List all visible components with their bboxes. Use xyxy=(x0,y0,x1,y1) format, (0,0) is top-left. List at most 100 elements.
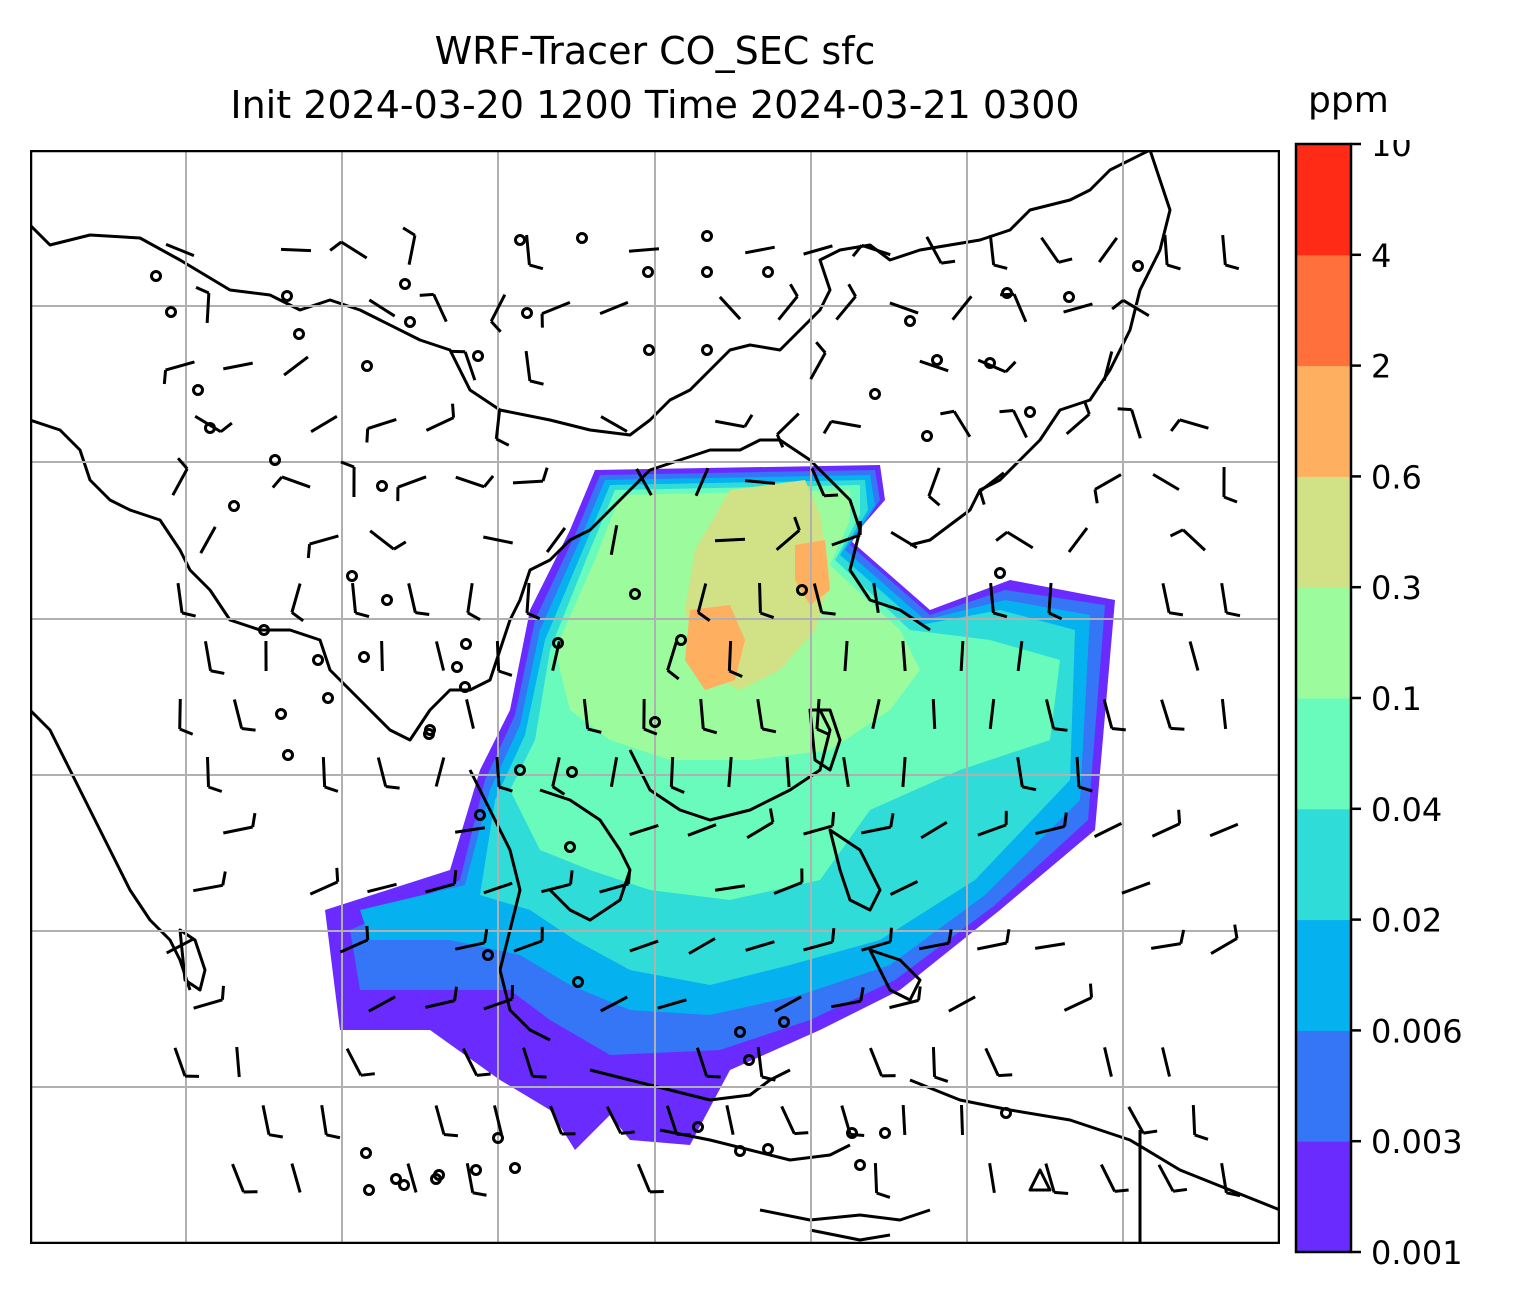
wind-barb xyxy=(665,1105,691,1137)
wind-barb xyxy=(931,1046,949,1083)
wind-barb xyxy=(176,582,196,618)
wind-barb xyxy=(466,582,481,621)
wind-barb xyxy=(1047,582,1063,621)
wind-barb xyxy=(261,1105,284,1139)
wind-barb xyxy=(727,756,733,788)
wind-barb xyxy=(235,1046,241,1078)
colorbar-unit-label: ppm xyxy=(1308,80,1389,121)
calm-wind-circle xyxy=(275,708,287,720)
colorbar-ticks: 0.001 0.003 0.006 0.02 0.04 0.1 0.3 0.6 2 4 10 xyxy=(1351,140,1463,1272)
wind-barb xyxy=(842,756,850,788)
calm-wind-circle xyxy=(514,234,526,246)
wind-barb xyxy=(918,929,953,951)
wind-barb xyxy=(545,527,567,553)
wind-barb xyxy=(1016,640,1024,672)
wind-barb xyxy=(920,820,948,840)
colorbar-tick-label: 2 xyxy=(1371,348,1391,386)
wind-barb xyxy=(525,582,541,621)
calm-wind-circle xyxy=(282,749,294,761)
calm-wind-circle xyxy=(931,354,943,366)
wind-barb xyxy=(666,641,680,681)
wind-barb xyxy=(199,526,217,554)
calm-wind-circle xyxy=(649,716,661,728)
wind-barb xyxy=(1150,929,1186,950)
calm-wind-circle xyxy=(701,266,713,278)
wind-barb xyxy=(775,412,800,448)
colorbar-bands xyxy=(1296,144,1351,1253)
calm-wind-circle xyxy=(470,1164,482,1176)
wind-barb xyxy=(1016,756,1037,792)
colorbar-tick-label: 0.3 xyxy=(1371,569,1422,607)
wind-barb xyxy=(1220,698,1228,730)
wind-barb xyxy=(522,1047,547,1079)
wind-barb xyxy=(425,403,456,432)
wind-barb xyxy=(977,928,1011,951)
wind-barb xyxy=(454,826,486,834)
wind-barb xyxy=(714,884,746,892)
wind-barb xyxy=(192,871,227,893)
wind-barb xyxy=(890,530,918,550)
wind-barb xyxy=(901,756,907,788)
wind-barb xyxy=(599,869,632,894)
colorbar: 0.001 0.003 0.006 0.02 0.04 0.1 0.3 0.6 2 4 10 xyxy=(1294,140,1463,1272)
calm-wind-circle xyxy=(150,270,162,282)
wind-barb xyxy=(1000,292,1028,323)
wind-barb xyxy=(1034,942,1066,950)
wind-barb xyxy=(483,535,513,545)
wind-barb xyxy=(812,583,836,616)
calm-wind-circle xyxy=(390,1173,402,1185)
colorbar-band xyxy=(1296,476,1351,588)
coastlines xyxy=(30,150,1280,1244)
wind-barb xyxy=(465,1162,487,1197)
wind-barb xyxy=(860,813,895,835)
wind-barb xyxy=(835,283,857,321)
wind-barb xyxy=(889,986,922,1010)
wind-barb xyxy=(1160,699,1185,731)
wind-barb xyxy=(271,475,311,489)
wind-barb xyxy=(232,699,256,732)
wind-barb xyxy=(696,583,711,622)
colorbar-band xyxy=(1296,587,1351,699)
wind-barb xyxy=(1103,1047,1113,1077)
wind-barb xyxy=(1210,924,1239,955)
wind-barb xyxy=(434,1105,459,1138)
wind-barb xyxy=(540,300,571,328)
wind-barb xyxy=(339,925,370,954)
wind-barb xyxy=(872,582,880,614)
wind-barb xyxy=(978,471,1005,505)
wind-barb xyxy=(756,1046,776,1082)
calm-wind-circle xyxy=(629,588,641,600)
wind-barb xyxy=(803,811,836,836)
calm-wind-circle xyxy=(1000,1107,1012,1119)
wind-barb xyxy=(280,247,312,253)
wind-barb xyxy=(165,937,195,955)
calm-wind-circle xyxy=(643,344,655,356)
calm-wind-circle xyxy=(363,1184,375,1196)
wind-barb xyxy=(988,1162,996,1194)
wind-barb xyxy=(407,583,430,617)
wind-barb xyxy=(1040,236,1073,264)
wind-barb xyxy=(310,415,338,433)
wind-barb xyxy=(931,698,937,730)
wind-barb xyxy=(1063,302,1093,314)
colorbar-tick-label: 10 xyxy=(1371,140,1412,164)
wind-barb xyxy=(948,995,976,1013)
wind-barb xyxy=(367,882,397,894)
wind-barb xyxy=(988,698,996,730)
wind-barb xyxy=(869,1047,896,1078)
wind-barb xyxy=(171,457,189,496)
wind-barb xyxy=(657,998,687,1010)
wind-barb xyxy=(995,530,1034,550)
wind-barb xyxy=(635,468,653,496)
wind-barb xyxy=(461,1047,491,1077)
tracer-field xyxy=(325,465,1115,1150)
wind-barb xyxy=(695,1047,721,1079)
wind-barb xyxy=(549,1105,576,1136)
wind-barb xyxy=(512,467,549,485)
calm-wind-circle xyxy=(293,328,305,340)
wind-barb xyxy=(777,283,799,321)
wind-barb xyxy=(599,301,629,315)
wind-barb xyxy=(283,355,309,377)
wind-barb xyxy=(306,534,339,559)
calm-wind-circle xyxy=(1024,406,1036,418)
